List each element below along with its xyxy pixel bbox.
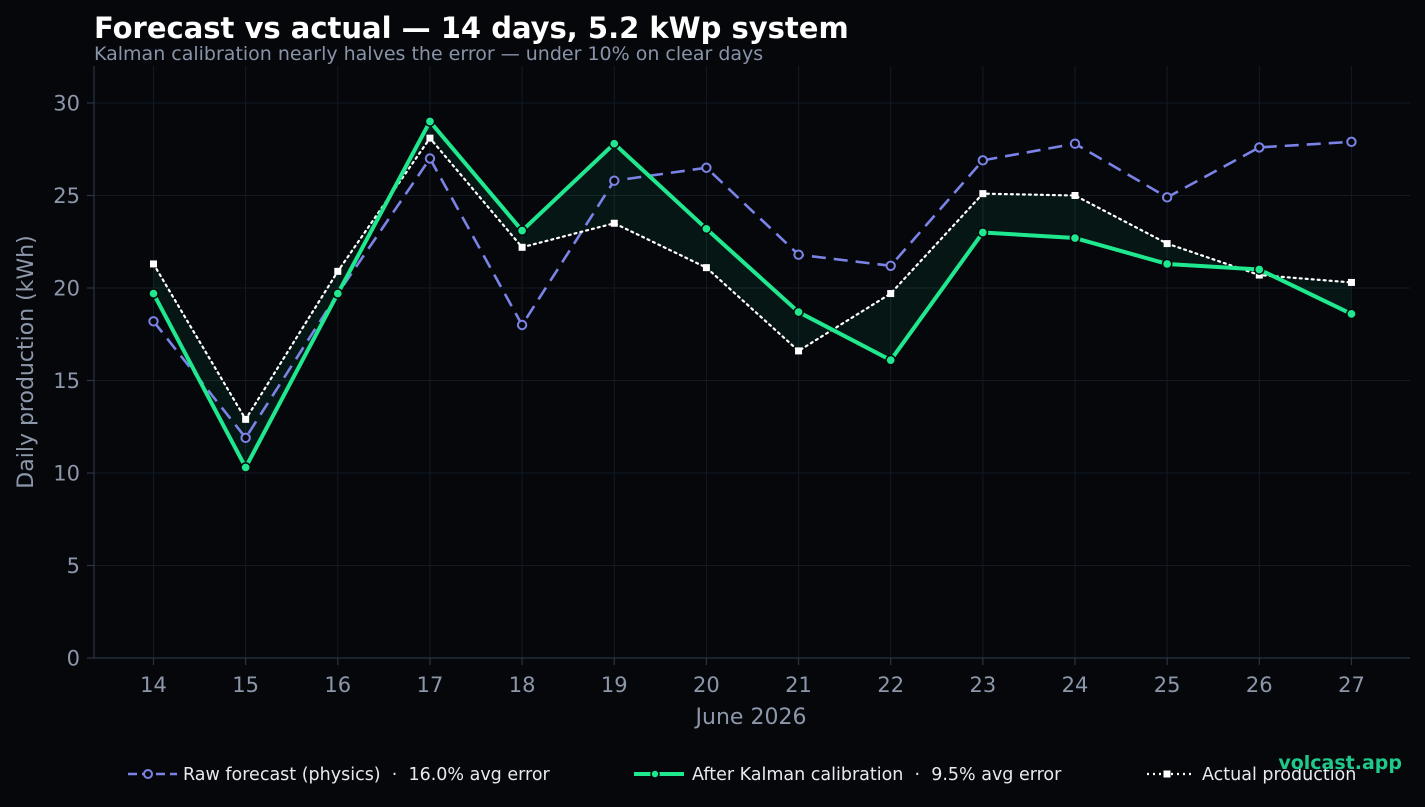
point-actual bbox=[1163, 240, 1171, 248]
y-tick-label: 5 bbox=[67, 554, 80, 578]
point-raw bbox=[609, 175, 620, 186]
point-actual bbox=[887, 290, 895, 298]
legend-label-actual: Actual production bbox=[1202, 765, 1356, 785]
point-actual bbox=[334, 267, 342, 275]
point-raw bbox=[516, 319, 528, 331]
x-tick-label: 21 bbox=[785, 673, 812, 697]
point-kalman bbox=[424, 116, 436, 127]
point-actual bbox=[518, 243, 526, 251]
error-band bbox=[153, 121, 1352, 468]
point-raw bbox=[1069, 138, 1081, 149]
point-kalman bbox=[608, 138, 620, 150]
point-actual bbox=[1347, 278, 1355, 286]
point-raw bbox=[793, 249, 804, 260]
y-tick-label: 20 bbox=[53, 277, 80, 301]
y-tick-label: 15 bbox=[53, 369, 80, 393]
x-tick-label: 27 bbox=[1338, 673, 1365, 697]
x-tick-label: 23 bbox=[969, 673, 996, 697]
point-actual bbox=[610, 219, 618, 227]
y-tick-label: 10 bbox=[53, 462, 80, 486]
legend-item-raw: Raw forecast (physics) · 16.0% avg error bbox=[128, 765, 551, 785]
point-actual bbox=[242, 415, 250, 423]
brand-watermark: volcast.app bbox=[1278, 752, 1402, 774]
y-tick-label: 30 bbox=[53, 92, 80, 116]
y-axis-label: Daily production (kWh) bbox=[14, 235, 39, 488]
legend-label-raw: Raw forecast (physics) · 16.0% avg error bbox=[183, 765, 551, 785]
point-raw bbox=[885, 260, 896, 271]
point-kalman bbox=[148, 288, 159, 299]
y-axis-ticks: 0 5 10 15 20 25 30 bbox=[53, 92, 94, 671]
point-kalman bbox=[1346, 308, 1357, 320]
point-actual bbox=[150, 260, 157, 268]
point-kalman bbox=[885, 354, 897, 366]
point-actual bbox=[1255, 271, 1263, 279]
point-kalman bbox=[701, 223, 712, 235]
point-kalman bbox=[793, 306, 804, 318]
series-line-kalman bbox=[151, 119, 1353, 470]
x-tick-label: 19 bbox=[601, 673, 628, 697]
error-band-area bbox=[153, 121, 1352, 468]
legend-marker-raw bbox=[143, 769, 153, 779]
grid-lines bbox=[94, 66, 1410, 659]
legend-label-kalman: After Kalman calibration · 9.5% avg erro… bbox=[692, 765, 1062, 785]
series-line-raw bbox=[152, 140, 1352, 440]
point-actual bbox=[1071, 192, 1079, 199]
point-kalman bbox=[1161, 258, 1173, 270]
x-axis-ticks: 14 15 16 17 18 19 20 21 22 23 24 25 26 27 bbox=[140, 658, 1365, 697]
x-tick-label: 24 bbox=[1062, 673, 1089, 697]
legend-item-actual: Actual production bbox=[1147, 765, 1356, 785]
x-tick-label: 17 bbox=[417, 673, 444, 697]
legend-marker-actual bbox=[1163, 770, 1171, 778]
legend: Raw forecast (physics) · 16.0% avg error… bbox=[128, 765, 1356, 785]
point-actual bbox=[979, 190, 987, 198]
x-tick-label: 15 bbox=[232, 673, 259, 697]
series-lines bbox=[148, 116, 1357, 473]
point-raw bbox=[148, 316, 159, 327]
point-raw bbox=[1346, 136, 1357, 148]
x-tick-label: 14 bbox=[140, 673, 167, 697]
x-tick-label: 22 bbox=[877, 673, 904, 697]
y-tick-label: 25 bbox=[53, 184, 80, 208]
point-actual bbox=[795, 347, 803, 355]
point-raw bbox=[240, 432, 251, 444]
point-raw bbox=[977, 155, 989, 166]
series-line-actual bbox=[152, 136, 1353, 422]
x-tick-label: 16 bbox=[324, 673, 351, 697]
point-kalman bbox=[1069, 232, 1081, 244]
point-raw bbox=[1254, 142, 1265, 153]
point-actual bbox=[702, 264, 710, 272]
point-raw bbox=[424, 153, 436, 164]
x-axis-label: June 2026 bbox=[694, 705, 807, 730]
point-kalman bbox=[240, 462, 251, 473]
point-kalman bbox=[332, 288, 344, 299]
point-kalman bbox=[516, 225, 528, 236]
point-kalman bbox=[977, 227, 989, 238]
point-raw bbox=[1161, 192, 1173, 203]
y-tick-label: 0 bbox=[67, 647, 80, 671]
x-tick-label: 25 bbox=[1154, 673, 1181, 697]
x-tick-label: 18 bbox=[509, 673, 536, 697]
chart-title: Forecast vs actual — 14 days, 5.2 kWp sy… bbox=[94, 11, 849, 45]
point-kalman bbox=[1253, 264, 1265, 275]
point-actual bbox=[426, 134, 434, 142]
x-tick-label: 20 bbox=[693, 673, 720, 697]
x-tick-label: 26 bbox=[1246, 673, 1273, 697]
legend-marker-kalman bbox=[650, 769, 660, 779]
chart-subtitle: Kalman calibration nearly halves the err… bbox=[94, 43, 763, 65]
point-raw bbox=[701, 162, 712, 173]
legend-item-kalman: After Kalman calibration · 9.5% avg erro… bbox=[634, 765, 1062, 785]
